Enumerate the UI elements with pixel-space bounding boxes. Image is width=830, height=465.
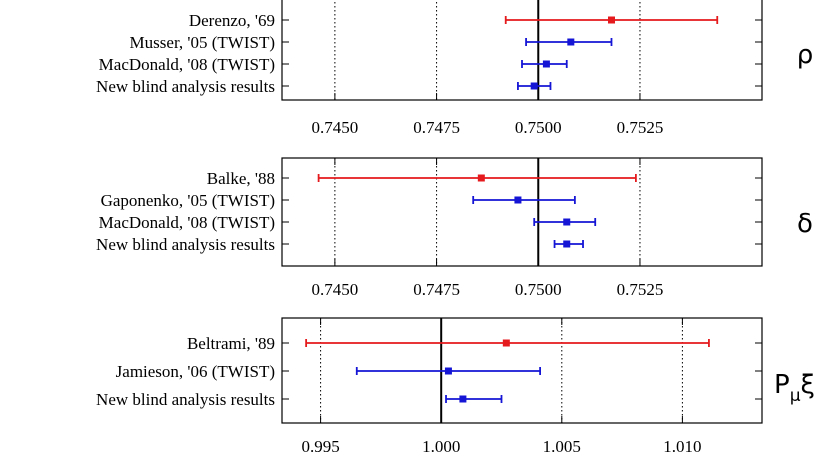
panel-1: 0.7450 0.7475 0.7500 0.7525 Derenzo, '69 Muss… bbox=[96, 0, 813, 137]
panel-3: 0.995 1.000 1.005 1.010 Beltrami, '89 Jamieso… bbox=[96, 317, 815, 456]
parameter-symbol: δ bbox=[797, 209, 813, 239]
data-point bbox=[502, 339, 510, 347]
x-tick-label: 0.7500 bbox=[515, 280, 562, 299]
measurement-label: Musser, '05 (TWIST) bbox=[130, 33, 275, 52]
x-tick-label: 0.995 bbox=[301, 437, 339, 456]
plot-frame bbox=[281, 157, 763, 267]
measurement-label: Beltrami, '89 bbox=[187, 334, 275, 353]
data-point bbox=[563, 218, 571, 226]
parameter-symbol: Pμξ bbox=[774, 370, 815, 406]
data-point bbox=[567, 38, 575, 46]
x-tick-label: 0.7475 bbox=[413, 280, 460, 299]
measurement-label: New blind analysis results bbox=[96, 77, 275, 96]
panel-2: 0.7450 0.7475 0.7500 0.7525 Balke, '88 Gapone… bbox=[96, 157, 813, 299]
data-point bbox=[444, 367, 452, 375]
parameter-symbol: ρ bbox=[797, 40, 814, 70]
x-tick-label: 0.7450 bbox=[312, 118, 359, 137]
plot-frame bbox=[281, 0, 763, 101]
x-tick-label: 1.000 bbox=[422, 437, 460, 456]
measurement-label: Jamieson, '06 (TWIST) bbox=[116, 362, 275, 381]
measurement-label: Gaponenko, '05 (TWIST) bbox=[101, 191, 275, 210]
x-tick-label: 0.7475 bbox=[413, 118, 460, 137]
measurement-label: MacDonald, '08 (TWIST) bbox=[99, 55, 275, 74]
data-point bbox=[514, 196, 522, 204]
measurement-label: MacDonald, '08 (TWIST) bbox=[99, 213, 275, 232]
x-tick-label: 0.7450 bbox=[312, 280, 359, 299]
measurement-label: Balke, '88 bbox=[207, 169, 275, 188]
data-point bbox=[563, 240, 571, 248]
data-point bbox=[607, 16, 615, 24]
x-tick-label: 0.7525 bbox=[617, 118, 664, 137]
x-tick-label: 1.010 bbox=[663, 437, 701, 456]
data-point bbox=[459, 395, 467, 403]
x-tick-label: 1.005 bbox=[543, 437, 581, 456]
data-point bbox=[477, 174, 485, 182]
x-tick-label: 0.7500 bbox=[515, 118, 562, 137]
x-tick-label: 0.7525 bbox=[617, 280, 664, 299]
measurement-label: New blind analysis results bbox=[96, 235, 275, 254]
data-point bbox=[530, 82, 538, 90]
measurement-label: New blind analysis results bbox=[96, 390, 275, 409]
measurement-label: Derenzo, '69 bbox=[189, 11, 275, 30]
data-point bbox=[542, 60, 550, 68]
